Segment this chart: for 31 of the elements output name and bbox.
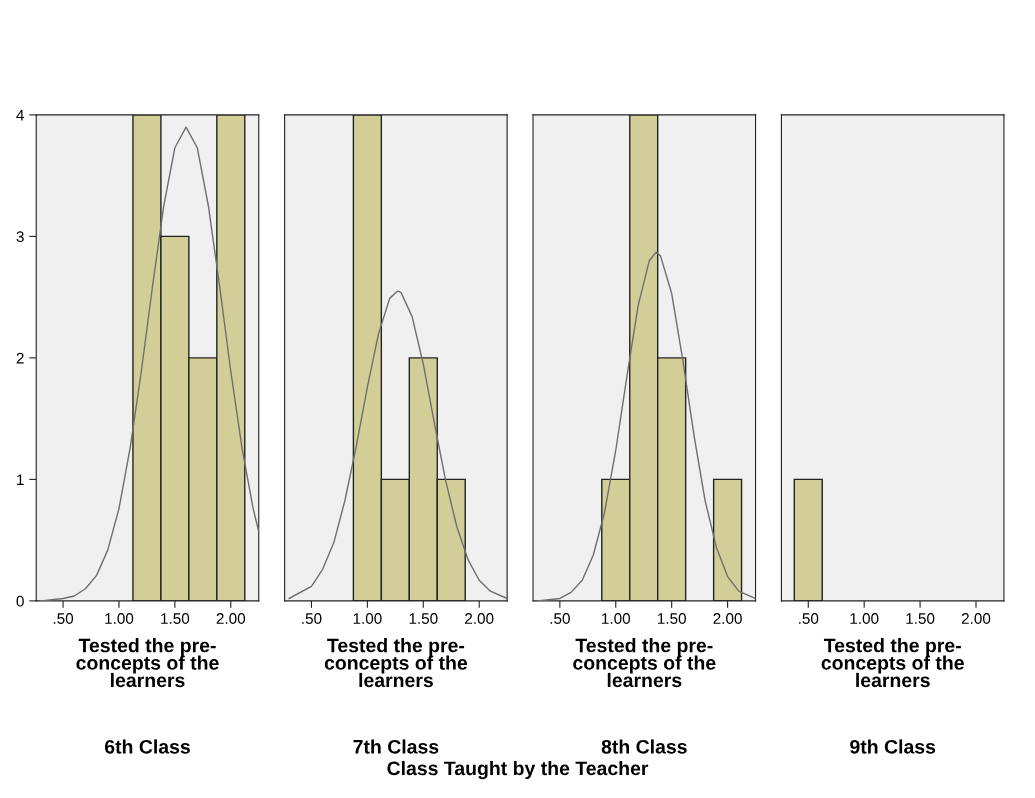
x-tick-label: 1.00: [602, 613, 631, 624]
x-axis-title: Tested the pre- concepts of the learners: [324, 638, 468, 688]
x-tick-label: .50: [799, 613, 819, 624]
y-tick-label: 0: [16, 595, 24, 607]
x-tick-label: .50: [550, 613, 570, 624]
text: 7th Class: [353, 739, 439, 754]
y-tick-label: 1: [17, 474, 24, 485]
text: Class Taught by the Teacher: [387, 760, 649, 780]
x-tick-label: 1.00: [353, 613, 382, 624]
x-tick-label: 1.50: [906, 613, 935, 624]
x-tick-label: 1.00: [850, 613, 879, 624]
x-tick-label: 2.00: [465, 613, 494, 624]
x-tick-label: .50: [302, 613, 322, 624]
x-tick-label: 1.50: [409, 613, 438, 624]
x-tick-label: 2.00: [961, 613, 991, 624]
x-tick-label: 2.00: [216, 613, 246, 624]
x-axis-title: Tested the pre- concepts of the learners: [573, 638, 716, 688]
y-tick-label: 2: [16, 352, 24, 364]
y-tick-label: 3: [16, 231, 24, 243]
y-tick-label: 4: [16, 109, 24, 121]
text: 6th Class: [104, 739, 190, 754]
text: 9th Class: [850, 739, 936, 754]
x-tick-label: 1.00: [105, 613, 134, 624]
x-axis-title: Tested the pre- concepts of the learners: [76, 638, 219, 688]
x-tick-label: .50: [53, 613, 74, 624]
text: 8th Class: [601, 739, 687, 754]
x-axis-title: Tested the pre- concepts of the learners: [821, 638, 964, 688]
x-tick-label: 2.00: [713, 613, 742, 624]
x-tick-label: 1.50: [657, 613, 686, 624]
line-series: [40, 126, 259, 601]
x-tick-label: 1.50: [161, 613, 190, 624]
